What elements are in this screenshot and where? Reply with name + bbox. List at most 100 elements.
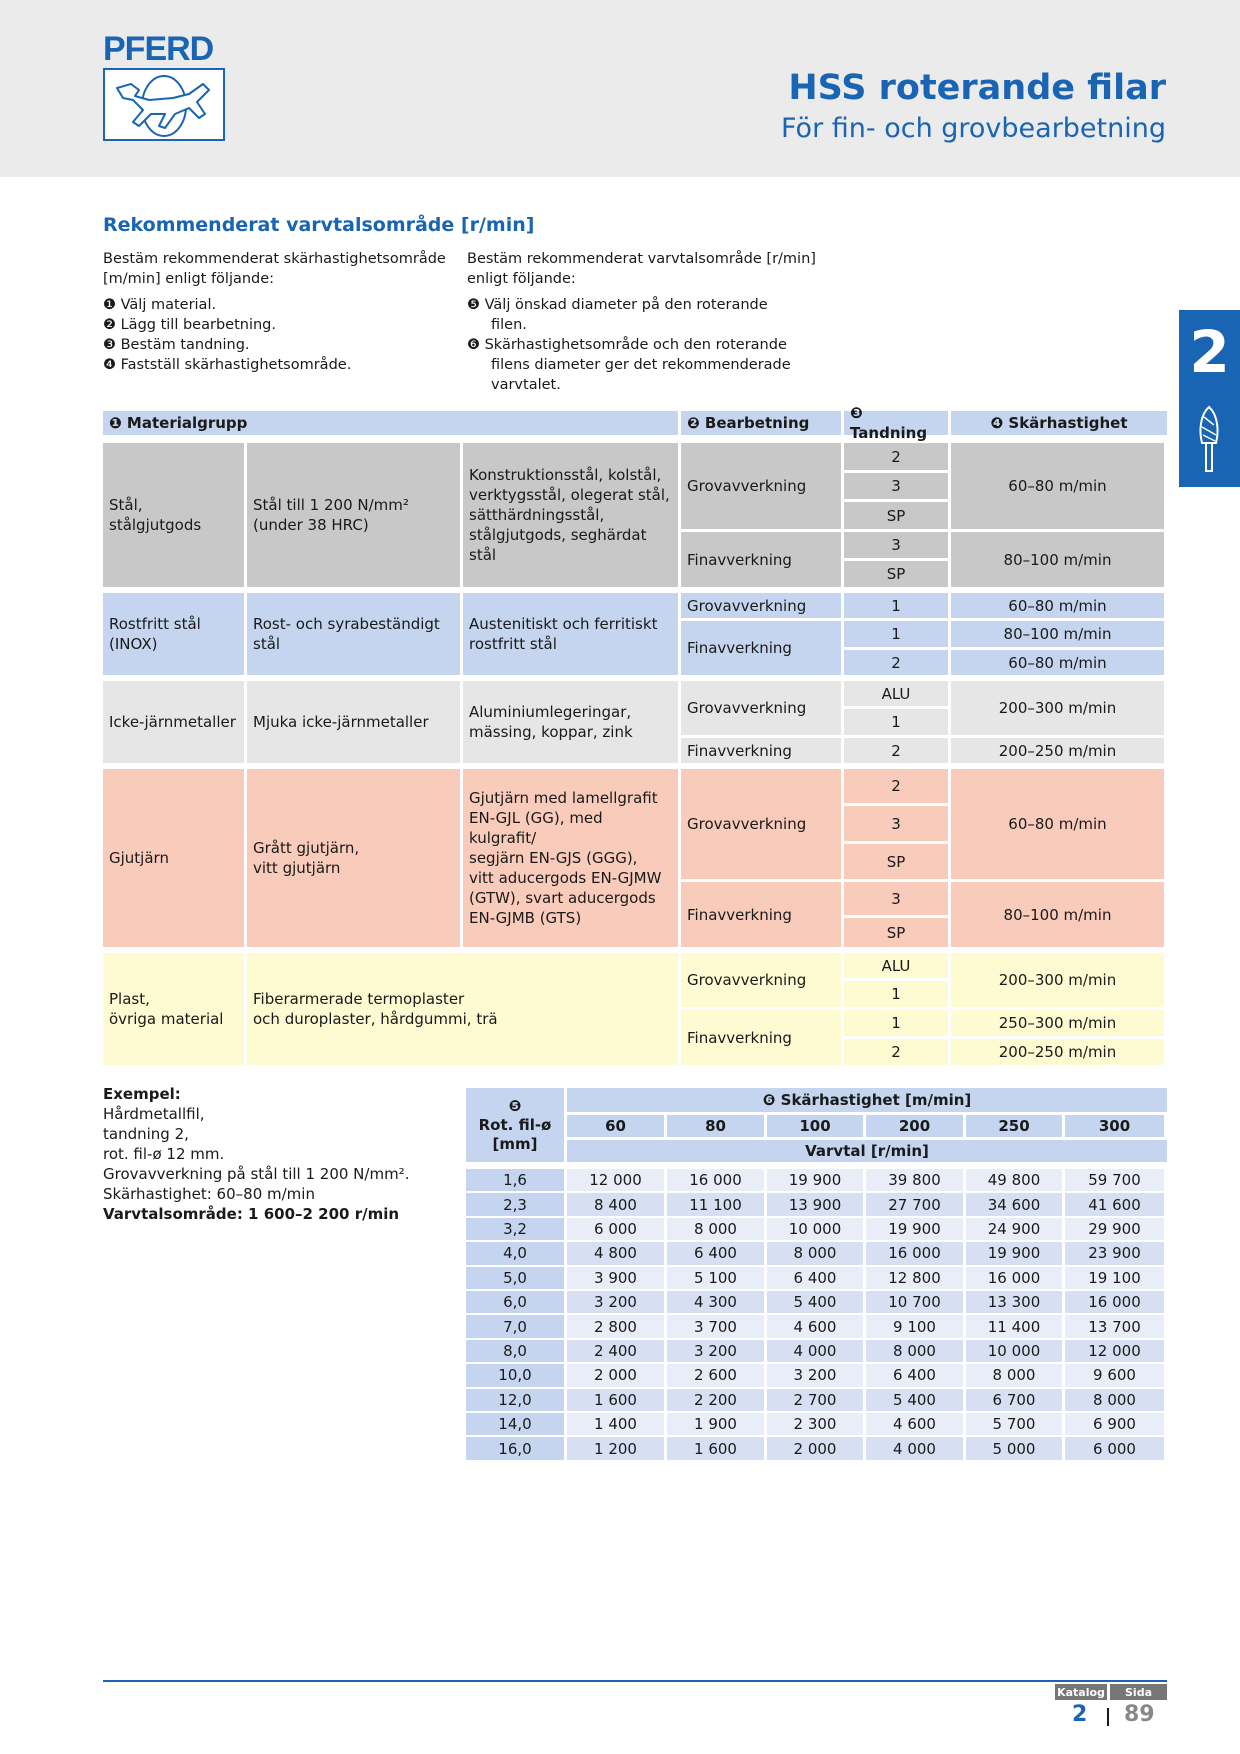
rpm-cell: 3 200 — [667, 1339, 764, 1363]
tooth-type: SP — [844, 918, 948, 947]
tooth-type: 1 — [844, 593, 948, 618]
rpm-cell: 13 300 — [966, 1291, 1062, 1314]
machining-type: Finavverkning — [681, 532, 841, 587]
rpm-cell: 3 900 — [567, 1266, 664, 1289]
tooth-type-text: ALU — [881, 684, 911, 703]
material-group-name: Rostfritt stål (INOX) — [103, 593, 244, 675]
tooth-type: 1 — [844, 1010, 948, 1036]
diameter-cell: 16,0 — [466, 1437, 564, 1460]
rpm-cell: 11 400 — [966, 1315, 1062, 1338]
cutting-speed-text: 200–250 m/min — [998, 741, 1117, 760]
material-group-name-text: Gjutjärn — [109, 849, 169, 867]
diameter-cell: 8,0 — [466, 1339, 564, 1363]
example-line: rot. fil-ø 12 mm. — [103, 1145, 225, 1163]
tooth-type-text: 3 — [891, 814, 901, 833]
header-tandning: ❸ Tandning — [844, 404, 948, 442]
tooth-type-text: 3 — [891, 536, 901, 554]
machining-type: Finavverkning — [681, 1010, 841, 1065]
rpm-cell: 2 000 — [767, 1437, 863, 1460]
rpm-cell: 39 800 — [866, 1169, 963, 1192]
rpm-cell: 6 400 — [866, 1364, 963, 1387]
tooth-type-text: SP — [886, 506, 906, 525]
material-subgroup: Stål till 1 200 N/mm² (under 38 HRC) — [247, 443, 460, 587]
material-group-name: Icke-järnmetaller — [103, 681, 244, 763]
material-detail: Austenitiskt och ferritiskt rostfritt st… — [463, 593, 678, 675]
tooth-type-text: 2 — [891, 741, 901, 760]
speed-table-diameter-header: ❺ Rot. fil-ø [mm] — [466, 1088, 564, 1162]
intro-left-step-1: ❶ Välj material. — [103, 297, 217, 313]
footer-page-number: 89 — [1124, 1702, 1155, 1727]
example-block: Exempel: Hårdmetallfil, tandning 2, rot.… — [103, 1084, 463, 1224]
tooth-type: 3 — [844, 806, 948, 841]
rpm-cell: 19 900 — [866, 1217, 963, 1241]
footer-rule — [103, 1680, 1167, 1682]
rpm-cell: 2 300 — [767, 1413, 863, 1436]
material-group-name: Stål, stålgjutgods — [103, 443, 244, 587]
footer-label-catalog: Katalog — [1055, 1684, 1107, 1700]
cutting-speed-text: 60–80 m/min — [1008, 596, 1107, 615]
example-result: Varvtalsområde: 1 600–2 200 r/min — [103, 1205, 400, 1223]
rpm-cell: 3 200 — [767, 1364, 863, 1387]
cutting-speed-text: 60–80 m/min — [1008, 815, 1107, 833]
material-detail: Aluminiumlegeringar, mässing, koppar, zi… — [463, 681, 678, 763]
example-line: Grovavverkning på stål till 1 200 N/mm². — [103, 1165, 410, 1183]
rpm-cell: 5 000 — [966, 1437, 1062, 1460]
diameter-cell: 2,3 — [466, 1193, 564, 1216]
material-subgroup-text: Grått gjutjärn, vitt gjutjärn — [253, 839, 360, 877]
rpm-cell: 8 000 — [966, 1364, 1062, 1387]
rpm-cell: 2 400 — [567, 1339, 664, 1363]
rpm-cell: 5 700 — [966, 1413, 1062, 1436]
rpm-cell: 6 400 — [767, 1266, 863, 1289]
rpm-cell: 10 000 — [767, 1217, 863, 1241]
cutting-speed-text: 200–300 m/min — [998, 699, 1117, 717]
speed-column-header: 80 — [667, 1115, 764, 1137]
material-detail: Gjutjärn med lamellgrafit EN-GJL (GG), m… — [463, 769, 678, 947]
tooth-type: SP — [844, 844, 948, 879]
rpm-cell: 4 800 — [567, 1242, 664, 1265]
chapter-tab — [1179, 310, 1240, 487]
intro-left-lead-1: Bestäm rekommenderat skärhastighetsområd… — [103, 251, 446, 267]
intro-right-lead-2: enligt följande: — [467, 271, 576, 287]
cutting-speed: 80–100 m/min — [951, 532, 1164, 587]
tooth-type-text: ALU — [881, 956, 911, 975]
tooth-type: 3 — [844, 532, 948, 558]
rpm-cell: 4 000 — [866, 1437, 963, 1460]
tooth-type: 2 — [844, 1039, 948, 1065]
tooth-type-text: 2 — [891, 653, 901, 672]
rpm-cell: 1 600 — [667, 1437, 764, 1460]
rpm-cell: 6 900 — [1065, 1413, 1164, 1436]
tooth-type-text: SP — [886, 852, 906, 871]
example-line: tandning 2, — [103, 1125, 189, 1143]
material-group-name-text: Icke-järnmetaller — [109, 713, 236, 731]
material-group-name-text: Stål, stålgjutgods — [109, 496, 202, 534]
machining-type: Grovavverkning — [681, 443, 841, 529]
horse-logo-icon — [103, 68, 225, 141]
tooth-type-text: 3 — [891, 889, 901, 908]
example-line: Hårdmetallfil, — [103, 1105, 205, 1123]
tooth-type: 1 — [844, 709, 948, 735]
section-title: Rekommenderat varvtalsområde [r/min] — [103, 214, 535, 236]
intro-right-step-5: ❺ Välj önskad diameter på den roterande — [467, 297, 768, 313]
cutting-speed: 250–300 m/min — [951, 1010, 1164, 1036]
rpm-cell: 8 000 — [866, 1339, 963, 1363]
intro-right: Bestäm rekommenderat varvtalsområde [r/m… — [467, 249, 827, 395]
cutting-speed-text: 60–80 m/min — [1008, 477, 1107, 495]
rpm-cell: 13 700 — [1065, 1315, 1164, 1338]
rpm-cell: 19 900 — [966, 1242, 1062, 1265]
tooth-type-text: 3 — [891, 477, 901, 495]
tooth-type-text: 1 — [891, 625, 901, 643]
machining-type-text: Finavverkning — [687, 1028, 792, 1047]
tooth-type: 2 — [844, 650, 948, 675]
machining-type: Finavverkning — [681, 738, 841, 763]
rpm-cell: 2 800 — [567, 1315, 664, 1338]
brand-logo-text: PFERD — [103, 30, 214, 68]
cutting-speed: 200–250 m/min — [951, 1039, 1164, 1065]
machining-type: Finavverkning — [681, 621, 841, 675]
diameter-cell: 1,6 — [466, 1169, 564, 1192]
rpm-cell: 59 700 — [1065, 1169, 1164, 1192]
intro-left-step-2: ❷ Lägg till bearbetning. — [103, 317, 276, 333]
diameter-cell: 10,0 — [466, 1364, 564, 1387]
material-detail-text: Gjutjärn med lamellgrafit EN-GJL (GG), m… — [469, 789, 662, 927]
tooth-type: ALU — [844, 681, 948, 706]
rpm-cell: 6 000 — [567, 1217, 664, 1241]
